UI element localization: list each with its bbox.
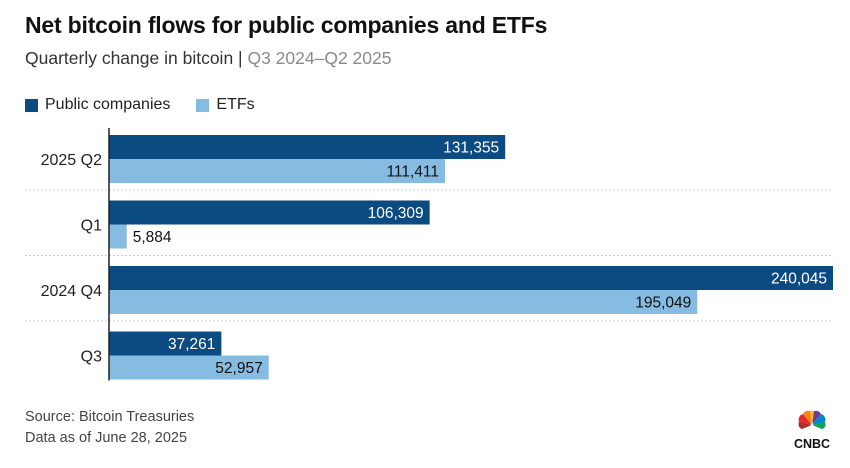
category-label: Q1 [81, 218, 102, 235]
legend-label-public-companies: Public companies [45, 96, 171, 113]
legend-item-etfs: ETFs [196, 96, 255, 114]
data-label-public-companies: 131,355 [443, 140, 499, 157]
data-label-etfs: 52,957 [215, 360, 262, 377]
bar-public-companies [109, 266, 833, 290]
data-label-public-companies: 240,045 [771, 271, 827, 288]
category-label: Q3 [81, 349, 102, 366]
data-label-public-companies: 106,309 [368, 205, 424, 222]
logo-text: CNBC [794, 437, 830, 451]
data-label-etfs: 195,049 [635, 295, 691, 312]
bar-etfs [109, 290, 698, 314]
category-label: 2025 Q2 [41, 152, 102, 169]
data-label-etfs: 5,884 [133, 229, 172, 246]
bar-public-companies [109, 135, 506, 159]
legend-item-public-companies: Public companies [25, 96, 170, 114]
legend-label-etfs: ETFs [216, 96, 255, 113]
chart-subtitle: Quarterly change in bitcoin | Q3 2024–Q2… [25, 48, 391, 69]
bar-etfs [109, 159, 446, 183]
category-label: 2024 Q4 [41, 283, 102, 300]
subtitle-separator: | [238, 48, 243, 68]
legend-swatch-public-companies [25, 98, 38, 112]
data-label-public-companies: 37,261 [168, 336, 215, 353]
bar-public-companies [109, 331, 222, 356]
chart-title: Net bitcoin flows for public companies a… [25, 12, 548, 38]
chart-footer: Source: Bitcoin Treasuries Data as of Ju… [25, 407, 194, 449]
subtitle-main: Quarterly change in bitcoin [25, 48, 234, 68]
peacock-logo-icon: CNBC [794, 410, 830, 451]
data-label-etfs: 111,411 [386, 164, 439, 181]
legend-swatch-etfs [196, 98, 210, 112]
bar-etfs [109, 355, 269, 380]
chart-legend: Public companies ETFs [25, 96, 281, 114]
bar-etfs [109, 224, 127, 249]
subtitle-range: Q3 2024–Q2 2025 [247, 48, 392, 68]
date-note: Data as of June 28, 2025 [25, 430, 188, 446]
bar-public-companies [109, 200, 430, 225]
source-note: Source: Bitcoin Treasuries [25, 409, 195, 425]
